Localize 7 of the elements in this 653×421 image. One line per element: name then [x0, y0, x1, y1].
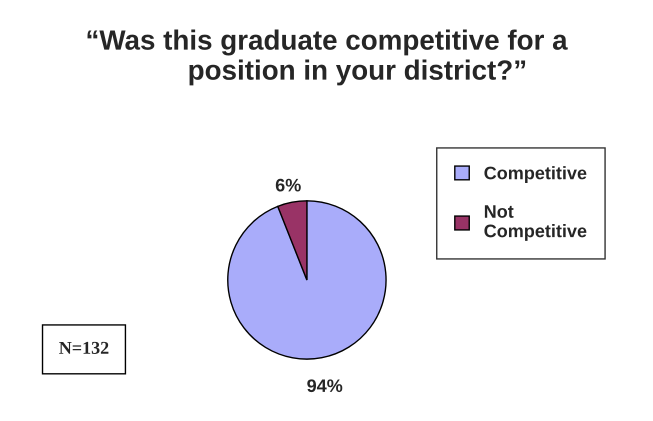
text: N=132: [59, 342, 108, 354]
legend-label: Competitive: [484, 166, 586, 183]
pie-slice: [227, 200, 387, 360]
chart-title: “Was this graduate competitive for a position in your district?”: [88, 29, 568, 86]
data-label: 6%: [276, 178, 301, 192]
data-label: 94%: [307, 379, 342, 392]
legend-label: Not Competitive: [484, 205, 586, 241]
